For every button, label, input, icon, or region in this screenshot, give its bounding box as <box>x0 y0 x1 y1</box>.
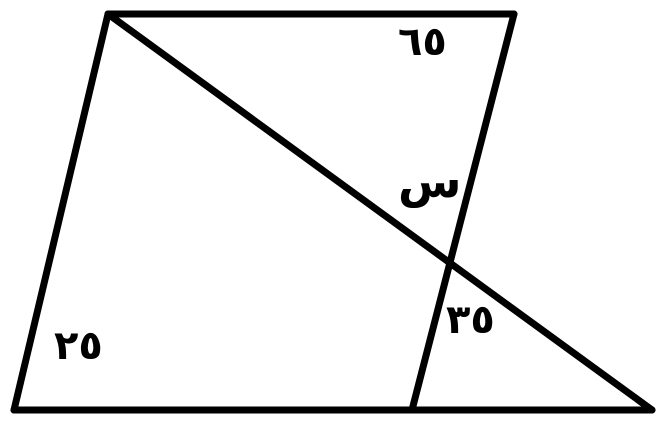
angle-label-intersection-below: ٣٥ <box>446 297 495 343</box>
angle-label-unknown: س <box>398 154 462 208</box>
right-edge <box>408 10 518 414</box>
angle-label-bottom-left: ٢٥ <box>54 323 103 369</box>
left-edge <box>10 10 112 414</box>
diagonal-line <box>104 10 656 414</box>
angle-label-top-right: ٦٥ <box>398 19 447 65</box>
